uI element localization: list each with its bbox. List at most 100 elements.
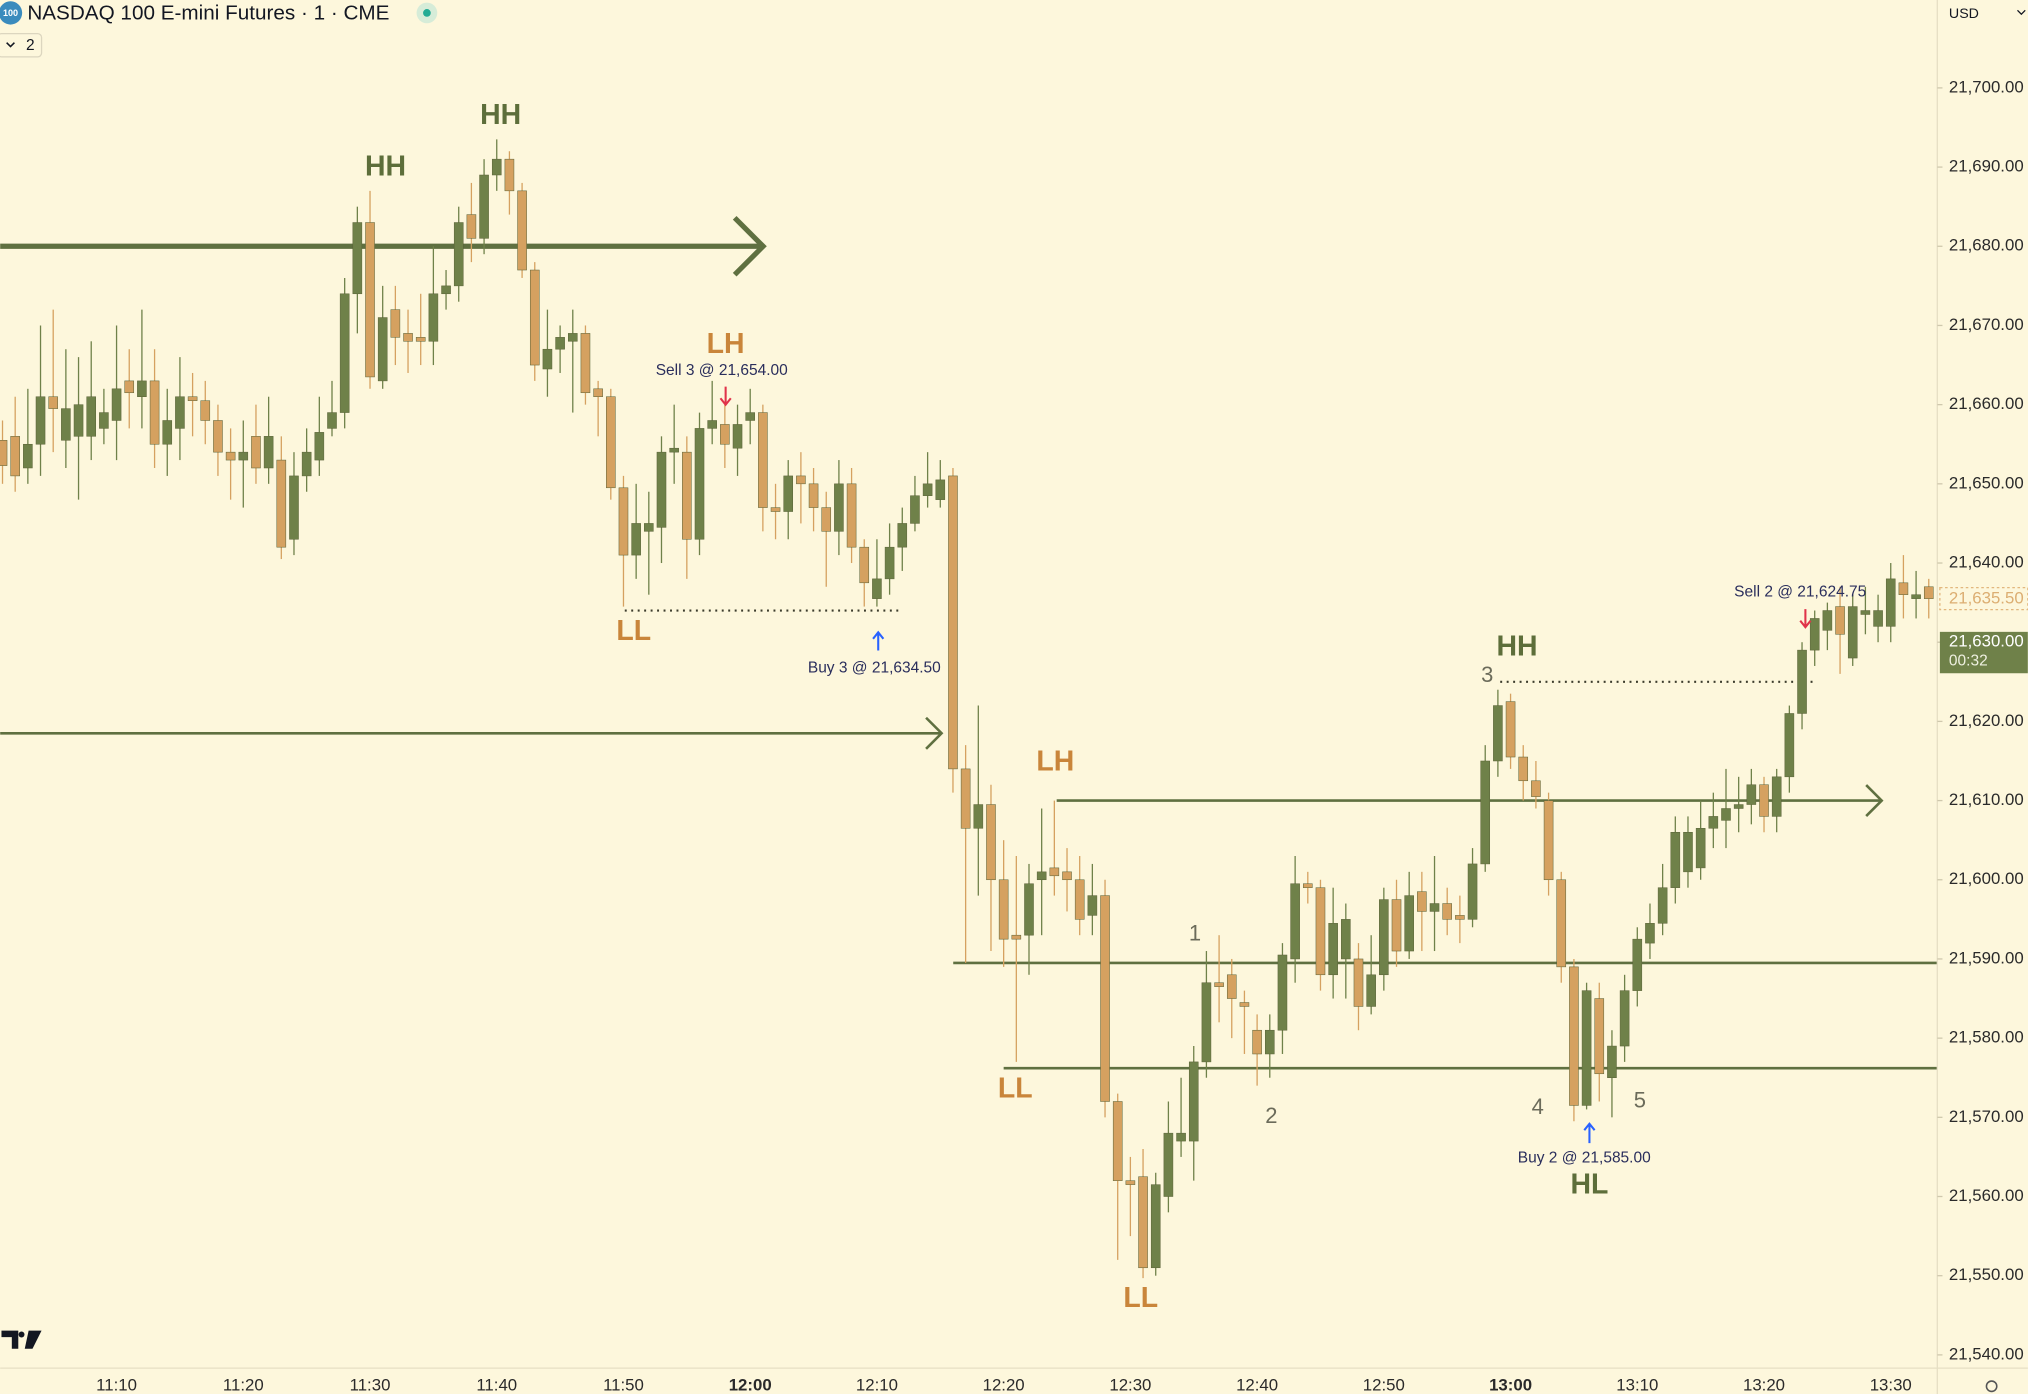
y-tick-label: 21,580.00 [1949,1028,2024,1047]
symbol-title[interactable]: NASDAQ 100 E-mini Futures · 1 · CME [27,2,389,25]
x-tick-label: 12:10 [856,1376,898,1394]
candle-body [1391,899,1402,952]
signal-label: Buy 3 @ 21,634.50 [808,660,941,677]
candle-body [1341,919,1351,960]
candle-body [1226,974,1237,999]
y-tick-label: 21,640.00 [1949,552,2024,571]
signal-label: Sell 3 @ 21,654.00 [656,362,788,379]
y-tick-label: 21,670.00 [1949,315,2024,334]
candle-body [732,424,743,449]
signal-label: Sell 2 @ 21,624.75 [1734,583,1866,600]
candle-body [175,396,185,429]
candle-body [821,507,832,532]
x-tick-label: 13:10 [1616,1376,1658,1394]
x-tick-label: 13:20 [1743,1376,1785,1394]
candle-body [1252,1029,1262,1055]
candle-body [1784,713,1795,778]
candle-body [682,451,692,540]
swing-label: HH [480,99,521,131]
candle-body [1493,705,1503,762]
candle-body [213,420,223,453]
candle-body [327,412,337,429]
y-tick-label: 21,550.00 [1949,1265,2024,1284]
candle-body [1569,966,1579,1106]
plot-area [0,139,1938,1279]
candle-body [124,380,135,394]
candle-body [935,479,946,500]
candle-body [251,436,261,469]
candle-body [35,396,46,445]
swing-label: LL [998,1073,1033,1105]
candle-body [745,412,755,421]
candle-body [1771,776,1782,817]
y-tick-label: 21,540.00 [1949,1344,2024,1363]
candle-body [99,412,109,429]
candle-body [1708,816,1719,829]
candle-body [238,451,249,461]
candle-body [1822,610,1833,631]
candle-body [517,190,527,271]
candle-body [1721,808,1731,821]
candle-body [656,451,667,528]
candle-body [1062,871,1072,881]
candle-body [1809,618,1820,651]
candle-body [1505,701,1516,758]
candle-body [0,440,8,466]
candle-body [377,317,388,382]
candle-body [770,507,781,512]
level-arrowhead [1865,784,1884,818]
x-tick-label: 11:50 [603,1376,644,1394]
candle-body [1328,923,1338,976]
candle-body [1885,578,1896,627]
candle-body [567,333,578,342]
indicator-toggle[interactable] [0,32,43,58]
candle-body [1024,883,1034,936]
candle-body [491,158,502,176]
swing-label: LH [1036,745,1074,777]
level-arrowhead [925,716,944,750]
currency: USD [1949,6,1979,22]
x-tick-label: 13:00 [1489,1376,1532,1394]
candle-body [73,404,84,437]
swing-label: HH [1496,630,1537,662]
sell-arrow [719,386,732,407]
candle-body [263,436,274,469]
currency-box[interactable] [1939,0,2028,29]
candle-body [1176,1132,1186,1142]
candle-body [631,523,641,556]
candle-body [1645,923,1655,944]
candle-body [162,420,173,445]
candle-body [390,309,401,338]
x-tick-label: 12:40 [1236,1376,1278,1394]
candle-body [1467,863,1478,920]
y-tick-label: 21,560.00 [1949,1186,2024,1205]
candle-body [1277,954,1288,1031]
candle-body [1898,582,1909,595]
candle-body [593,388,603,397]
candle-body [644,523,654,532]
y-tick-label: 21,680.00 [1949,236,2024,255]
candle-body [428,293,439,342]
y-tick-label: 21,600.00 [1949,869,2024,888]
count-label: 5 [1634,1088,1646,1113]
candle-body [415,337,426,342]
settings-icon[interactable] [1985,1380,1998,1393]
candle-body [314,432,325,461]
candle-body [986,804,996,881]
candle-body [1860,610,1871,615]
candle-body [808,483,819,508]
candle-body [1417,891,1427,912]
candle-body [1455,915,1465,920]
count-label: 4 [1532,1094,1544,1119]
candle-body [504,158,515,192]
candle-body [466,214,477,239]
candle-body [86,396,97,437]
candle-body [1239,1002,1250,1007]
x-tick-label: 12:30 [1109,1376,1151,1394]
brand-logo-dot [18,1331,25,1338]
candle-body [111,388,122,421]
candle-body [137,380,147,397]
candle-body [1315,887,1326,976]
candle-body [1074,879,1085,920]
